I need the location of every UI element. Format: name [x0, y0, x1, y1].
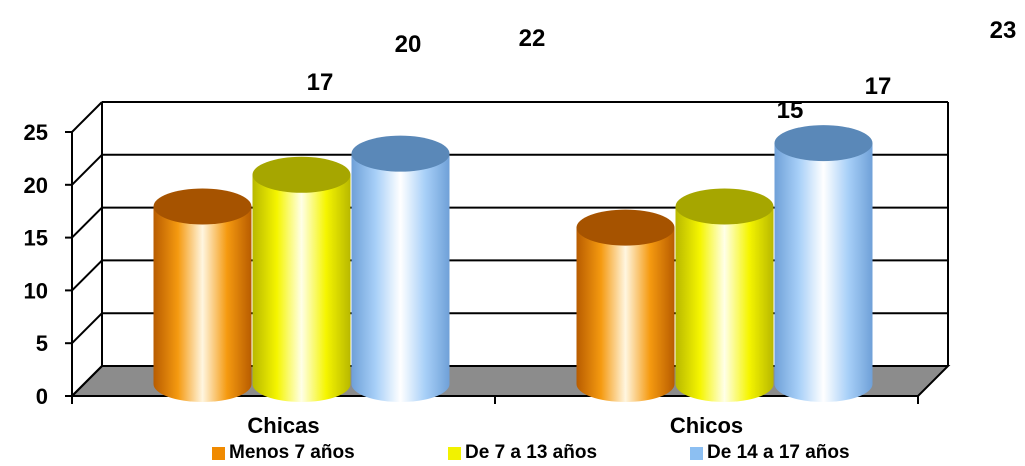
legend-item-menos-7: Menos 7 años	[212, 440, 355, 466]
x-tick-label: Chicas	[247, 413, 319, 438]
bar	[351, 135, 450, 402]
y-tick-label: 25	[24, 120, 48, 145]
data-label: 17	[307, 69, 334, 96]
side-gridline	[71, 365, 103, 397]
legend: Menos 7 años De 7 a 13 años De 14 a 17 a…	[0, 440, 1025, 466]
bar-cap	[675, 188, 774, 225]
bar-body	[576, 227, 675, 402]
y-tick-label: 15	[24, 226, 48, 251]
bar	[675, 188, 774, 402]
side-gridline	[71, 259, 103, 292]
side-gridline	[71, 312, 103, 344]
chart: 0 5 10 15 20 25 Chicas Chicos 17 15 20 17 22 23	[24, 17, 1017, 438]
bar-body	[774, 143, 873, 402]
data-label: 23	[990, 17, 1017, 44]
bar-cap	[576, 209, 675, 246]
bar-cap	[351, 135, 450, 172]
bar	[153, 188, 252, 402]
legend-swatch	[212, 446, 225, 460]
bar-body	[351, 153, 450, 402]
y-tick-label: 10	[24, 278, 48, 303]
legend-item-14-17: De 14 a 17 años	[690, 440, 850, 466]
bar-cap	[774, 125, 873, 162]
data-label: 15	[777, 97, 804, 124]
data-label: 17	[865, 73, 892, 100]
bar	[576, 209, 675, 402]
legend-swatch	[690, 446, 703, 460]
data-label: 20	[395, 31, 422, 58]
legend-label: De 14 a 17 años	[707, 442, 850, 463]
bar	[774, 125, 873, 402]
bar-body	[252, 174, 351, 402]
y-tick-label: 20	[24, 173, 48, 198]
x-tick-label: Chicos	[670, 413, 743, 438]
y-tick-label: 5	[36, 331, 48, 356]
bar-cap	[153, 188, 252, 225]
bar	[252, 156, 351, 402]
bar-body	[675, 206, 774, 402]
legend-swatch	[448, 446, 461, 460]
side-gridline	[71, 206, 103, 239]
legend-item-7-13: De 7 a 13 años	[448, 440, 597, 466]
side-gridline	[71, 154, 103, 186]
data-label: 22	[519, 25, 546, 52]
y-tick-label: 0	[36, 384, 48, 409]
bar-cap	[252, 156, 351, 193]
legend-label: Menos 7 años	[229, 442, 355, 463]
side-gridline	[71, 101, 103, 133]
bar-body	[153, 206, 252, 402]
legend-label: De 7 a 13 años	[465, 442, 598, 463]
